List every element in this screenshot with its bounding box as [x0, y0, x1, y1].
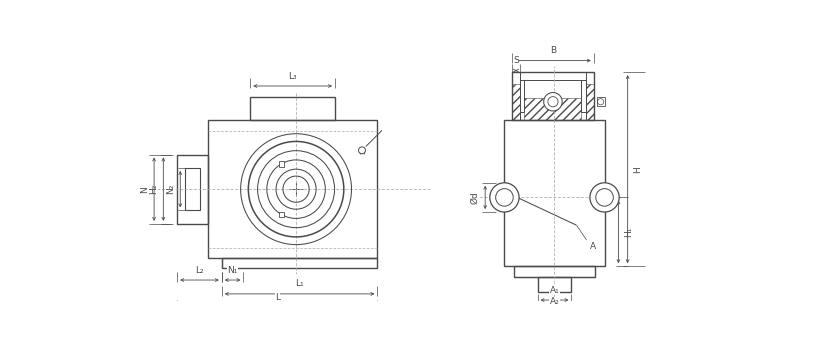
Text: A₂: A₂ — [550, 297, 559, 306]
Circle shape — [490, 183, 519, 212]
Text: N₁: N₁ — [228, 266, 237, 275]
Circle shape — [495, 189, 513, 206]
Bar — [538, 277, 571, 292]
Bar — [586, 72, 594, 120]
Bar — [586, 84, 594, 120]
Text: N: N — [140, 186, 149, 193]
Bar — [185, 168, 200, 210]
Bar — [512, 72, 594, 120]
Bar — [208, 120, 377, 259]
Text: N₂: N₂ — [166, 184, 175, 194]
Circle shape — [543, 93, 562, 111]
Text: H: H — [633, 166, 642, 172]
Text: H₁: H₁ — [623, 226, 632, 237]
Bar — [177, 154, 208, 224]
Bar — [512, 72, 520, 120]
Bar — [525, 98, 582, 120]
Bar — [596, 97, 605, 106]
Circle shape — [358, 147, 366, 154]
Text: L₁: L₁ — [295, 280, 304, 289]
Text: L₃: L₃ — [288, 72, 297, 80]
Circle shape — [596, 189, 614, 206]
Text: L: L — [275, 293, 280, 303]
Circle shape — [590, 183, 619, 212]
Bar — [279, 161, 284, 167]
Text: B: B — [550, 46, 556, 55]
Text: H₂: H₂ — [149, 184, 158, 194]
Bar — [279, 212, 284, 217]
Bar — [514, 266, 596, 277]
Bar — [251, 97, 335, 120]
Bar — [512, 84, 520, 120]
Text: Ød: Ød — [471, 191, 480, 204]
Bar — [504, 120, 605, 266]
Text: S: S — [513, 56, 519, 65]
Bar — [222, 259, 377, 268]
Text: L₂: L₂ — [195, 266, 204, 275]
Text: A₁: A₁ — [550, 286, 559, 295]
Text: A: A — [590, 242, 596, 251]
